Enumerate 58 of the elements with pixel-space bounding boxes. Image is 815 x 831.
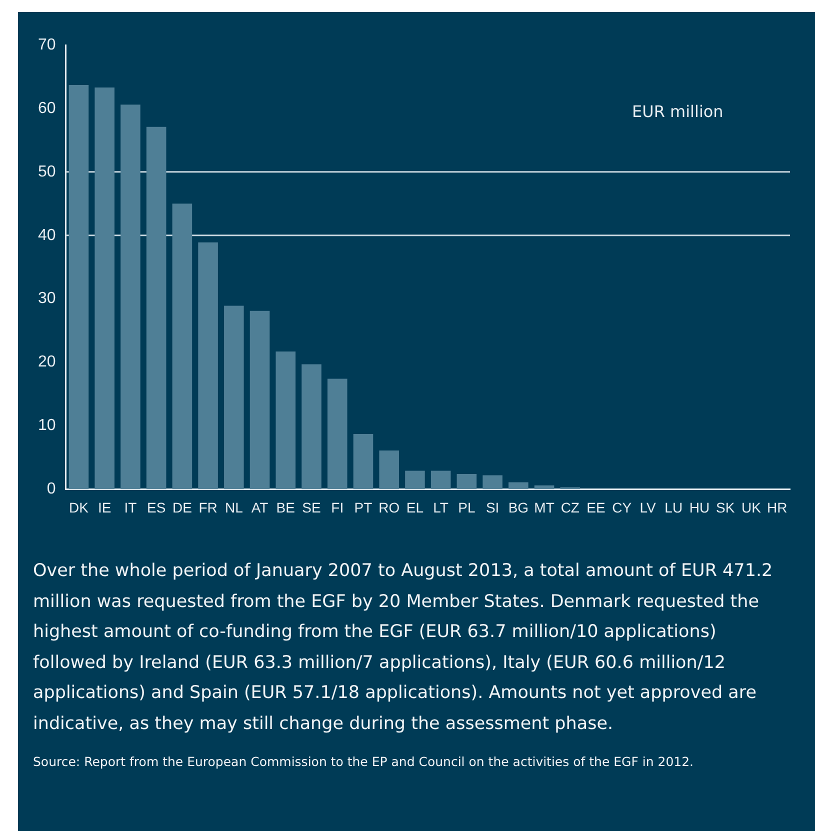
x-tick-label: PT — [354, 499, 373, 516]
source-note: Source: Report from the European Commission to the EP and Council on the activities of the EGF in 2012. — [33, 753, 695, 771]
x-tick-label: LV — [640, 499, 656, 516]
x-tick-label: UK — [741, 499, 762, 516]
y-tick-label: 70 — [38, 36, 56, 54]
x-tick-label: CZ — [560, 499, 580, 516]
y-tick-label: 40 — [38, 226, 56, 244]
x-tick-label: ES — [146, 499, 166, 516]
y-tick-label: 50 — [38, 163, 56, 180]
x-tick-label: SI — [486, 499, 500, 516]
bar — [276, 352, 296, 490]
bar — [68, 84, 89, 490]
bar — [508, 482, 528, 490]
bar — [172, 204, 192, 490]
x-tick-label: RO — [378, 499, 400, 516]
bar — [94, 88, 114, 490]
x-tick-label: LU — [664, 499, 683, 516]
bar — [379, 450, 399, 490]
x-tick-label: FI — [331, 499, 344, 516]
x-tick-label: BE — [276, 499, 295, 516]
x-tick-label: IE — [98, 499, 112, 516]
x-tick-label: PL — [458, 499, 476, 516]
x-tick-label: HR — [766, 499, 788, 516]
text: Over the whole period of January 2007 to August 2013, a total amount of EUR 471.2 million was requested from the EGF by 20 Member States. Denmark requested the highest amount of co-funding from the EGF (EUR 63.7 million/10 applications) followed by Ireland (EUR 63.3 million/7 applications), Italy (EUR 60.6 million/12 applications) and Spain (EUR 57.1/18 applications). Amounts not yet approved are indicative, as they may still change during the assessment phase. — [33, 560, 773, 736]
bar — [302, 364, 322, 490]
x-tick-label: BG — [508, 499, 529, 516]
y-axis-title: EUR million — [632, 102, 724, 122]
bar — [534, 485, 554, 490]
y-tick-label: 60 — [38, 100, 56, 117]
x-tick-label: NL — [224, 499, 244, 516]
bar — [120, 104, 140, 490]
x-tick-label: SK — [716, 499, 736, 516]
y-tick-label: 20 — [38, 354, 56, 371]
bar — [353, 434, 374, 490]
x-tick-label: EE — [586, 499, 606, 516]
bar — [198, 242, 218, 490]
x-tick-label: LT — [433, 499, 449, 516]
x-tick-label: IT — [124, 499, 138, 516]
x-tick-label: EL — [406, 499, 424, 516]
bar — [456, 474, 477, 490]
x-tick-label: DK — [69, 499, 90, 516]
x-tick-label: FR — [198, 499, 218, 516]
bar — [250, 310, 270, 490]
y-tick-label: 0 — [46, 480, 56, 498]
x-tick-label: DE — [172, 499, 192, 516]
x-tick-label: HU — [689, 499, 710, 516]
bar — [327, 378, 348, 490]
x-tick-label: SE — [302, 499, 321, 516]
x-tick-label: CY — [612, 499, 632, 516]
bar — [430, 470, 451, 490]
bar — [224, 306, 244, 490]
y-tick-label: 10 — [38, 417, 56, 434]
bar — [146, 126, 166, 490]
x-tick-label: AT — [251, 499, 269, 516]
bar — [405, 470, 425, 490]
bar — [482, 475, 502, 490]
y-tick-label: 30 — [38, 290, 56, 308]
x-tick-label: MT — [534, 499, 555, 516]
